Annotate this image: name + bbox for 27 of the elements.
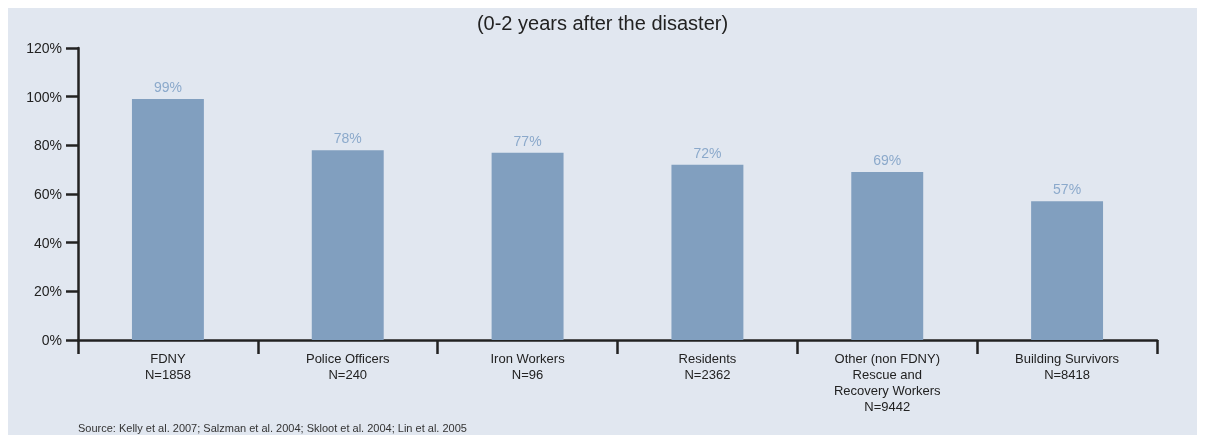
bar — [851, 172, 924, 340]
bar — [1031, 201, 1104, 340]
x-tick-label: Building Survivors N=8418 — [1015, 350, 1120, 382]
chart-title: (0-2 years after the disaster) — [476, 12, 729, 34]
y-tick-label: 40% — [33, 234, 62, 251]
x-tick-label: FDNY N=1858 — [144, 350, 191, 382]
x-tick-label: Other (non FDNY) Rescue and Recovery Workers N=9442 — [833, 350, 942, 414]
y-tick-label: 120% — [26, 40, 62, 56]
data-label: 69% — [873, 152, 902, 169]
data-label: 72% — [693, 144, 722, 161]
y-tick-label: 20% — [33, 283, 62, 300]
source-note: Source: Kelly et al. 2007; Salzman et al. 2004; Skloot et al. 2004; Lin et al. 2005 — [78, 421, 467, 434]
data-label: 99% — [153, 79, 182, 96]
x-tick-label: Police Officers N=240 — [305, 350, 391, 382]
x-tick-label: Residents N=2362 — [678, 350, 737, 382]
data-label: 77% — [513, 132, 542, 149]
data-label: 57% — [1053, 181, 1082, 198]
y-tick-label: 60% — [33, 186, 62, 202]
y-tick-label: 100% — [26, 88, 62, 105]
data-label: 78% — [333, 130, 362, 147]
bar — [671, 164, 744, 340]
bar — [311, 150, 384, 340]
x-tick-label: Iron Workers N=96 — [490, 350, 566, 382]
y-tick-label: 80% — [33, 137, 62, 154]
y-tick-label: 0% — [41, 332, 62, 348]
bar — [491, 152, 564, 340]
bar — [131, 99, 204, 340]
